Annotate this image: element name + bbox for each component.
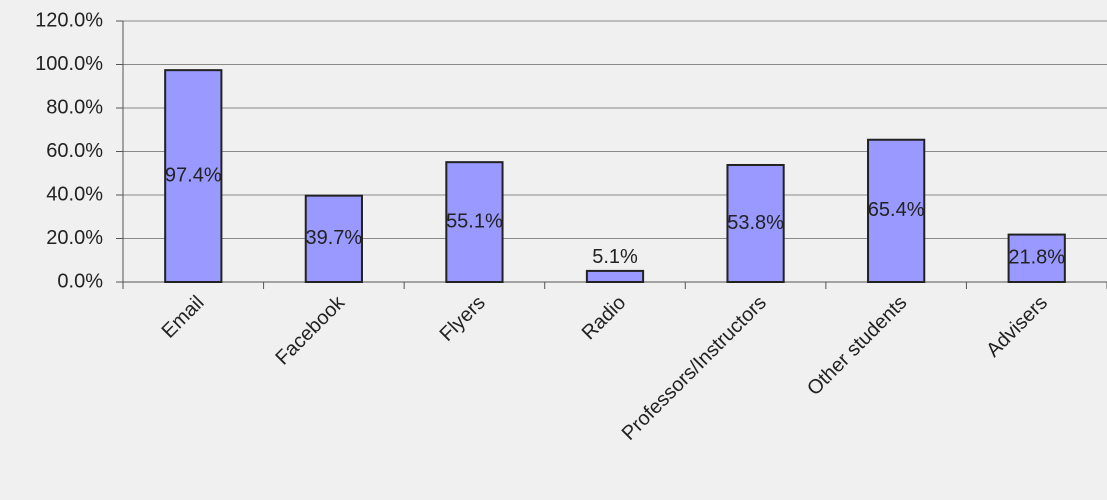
x-tick-label: Other students (803, 292, 911, 400)
y-tick-label: 20.0% (46, 227, 103, 249)
data-label: 97.4% (165, 164, 222, 186)
bar (1007, 233, 1066, 284)
x-tick-label: Advisers (982, 292, 1052, 362)
y-tick-label: 0.0% (57, 270, 103, 292)
y-tick-label: 120.0% (35, 9, 103, 31)
bar (304, 194, 363, 283)
data-label: 5.1% (592, 246, 638, 268)
y-tick-label: 40.0% (46, 183, 103, 205)
y-tick-label: 60.0% (46, 140, 103, 162)
bar (867, 138, 926, 283)
x-tick-label: Facebook (271, 291, 349, 369)
y-tick-label: 100.0% (35, 53, 103, 75)
data-label: 65.4% (868, 199, 925, 221)
data-label: 21.8% (1008, 247, 1065, 269)
bar (585, 269, 645, 284)
x-tick-label: Email (158, 292, 209, 343)
x-tick-label: Flyers (436, 292, 490, 346)
bar (445, 161, 504, 283)
bar (726, 163, 785, 283)
x-tick-label: Professors/Instructors (618, 292, 771, 445)
bar (164, 69, 223, 283)
data-label: 39.7% (305, 227, 362, 249)
data-label: 53.8% (727, 212, 784, 234)
x-tick-label: Radio (578, 292, 631, 345)
y-tick-label: 80.0% (46, 96, 103, 118)
data-label: 55.1% (446, 210, 503, 232)
